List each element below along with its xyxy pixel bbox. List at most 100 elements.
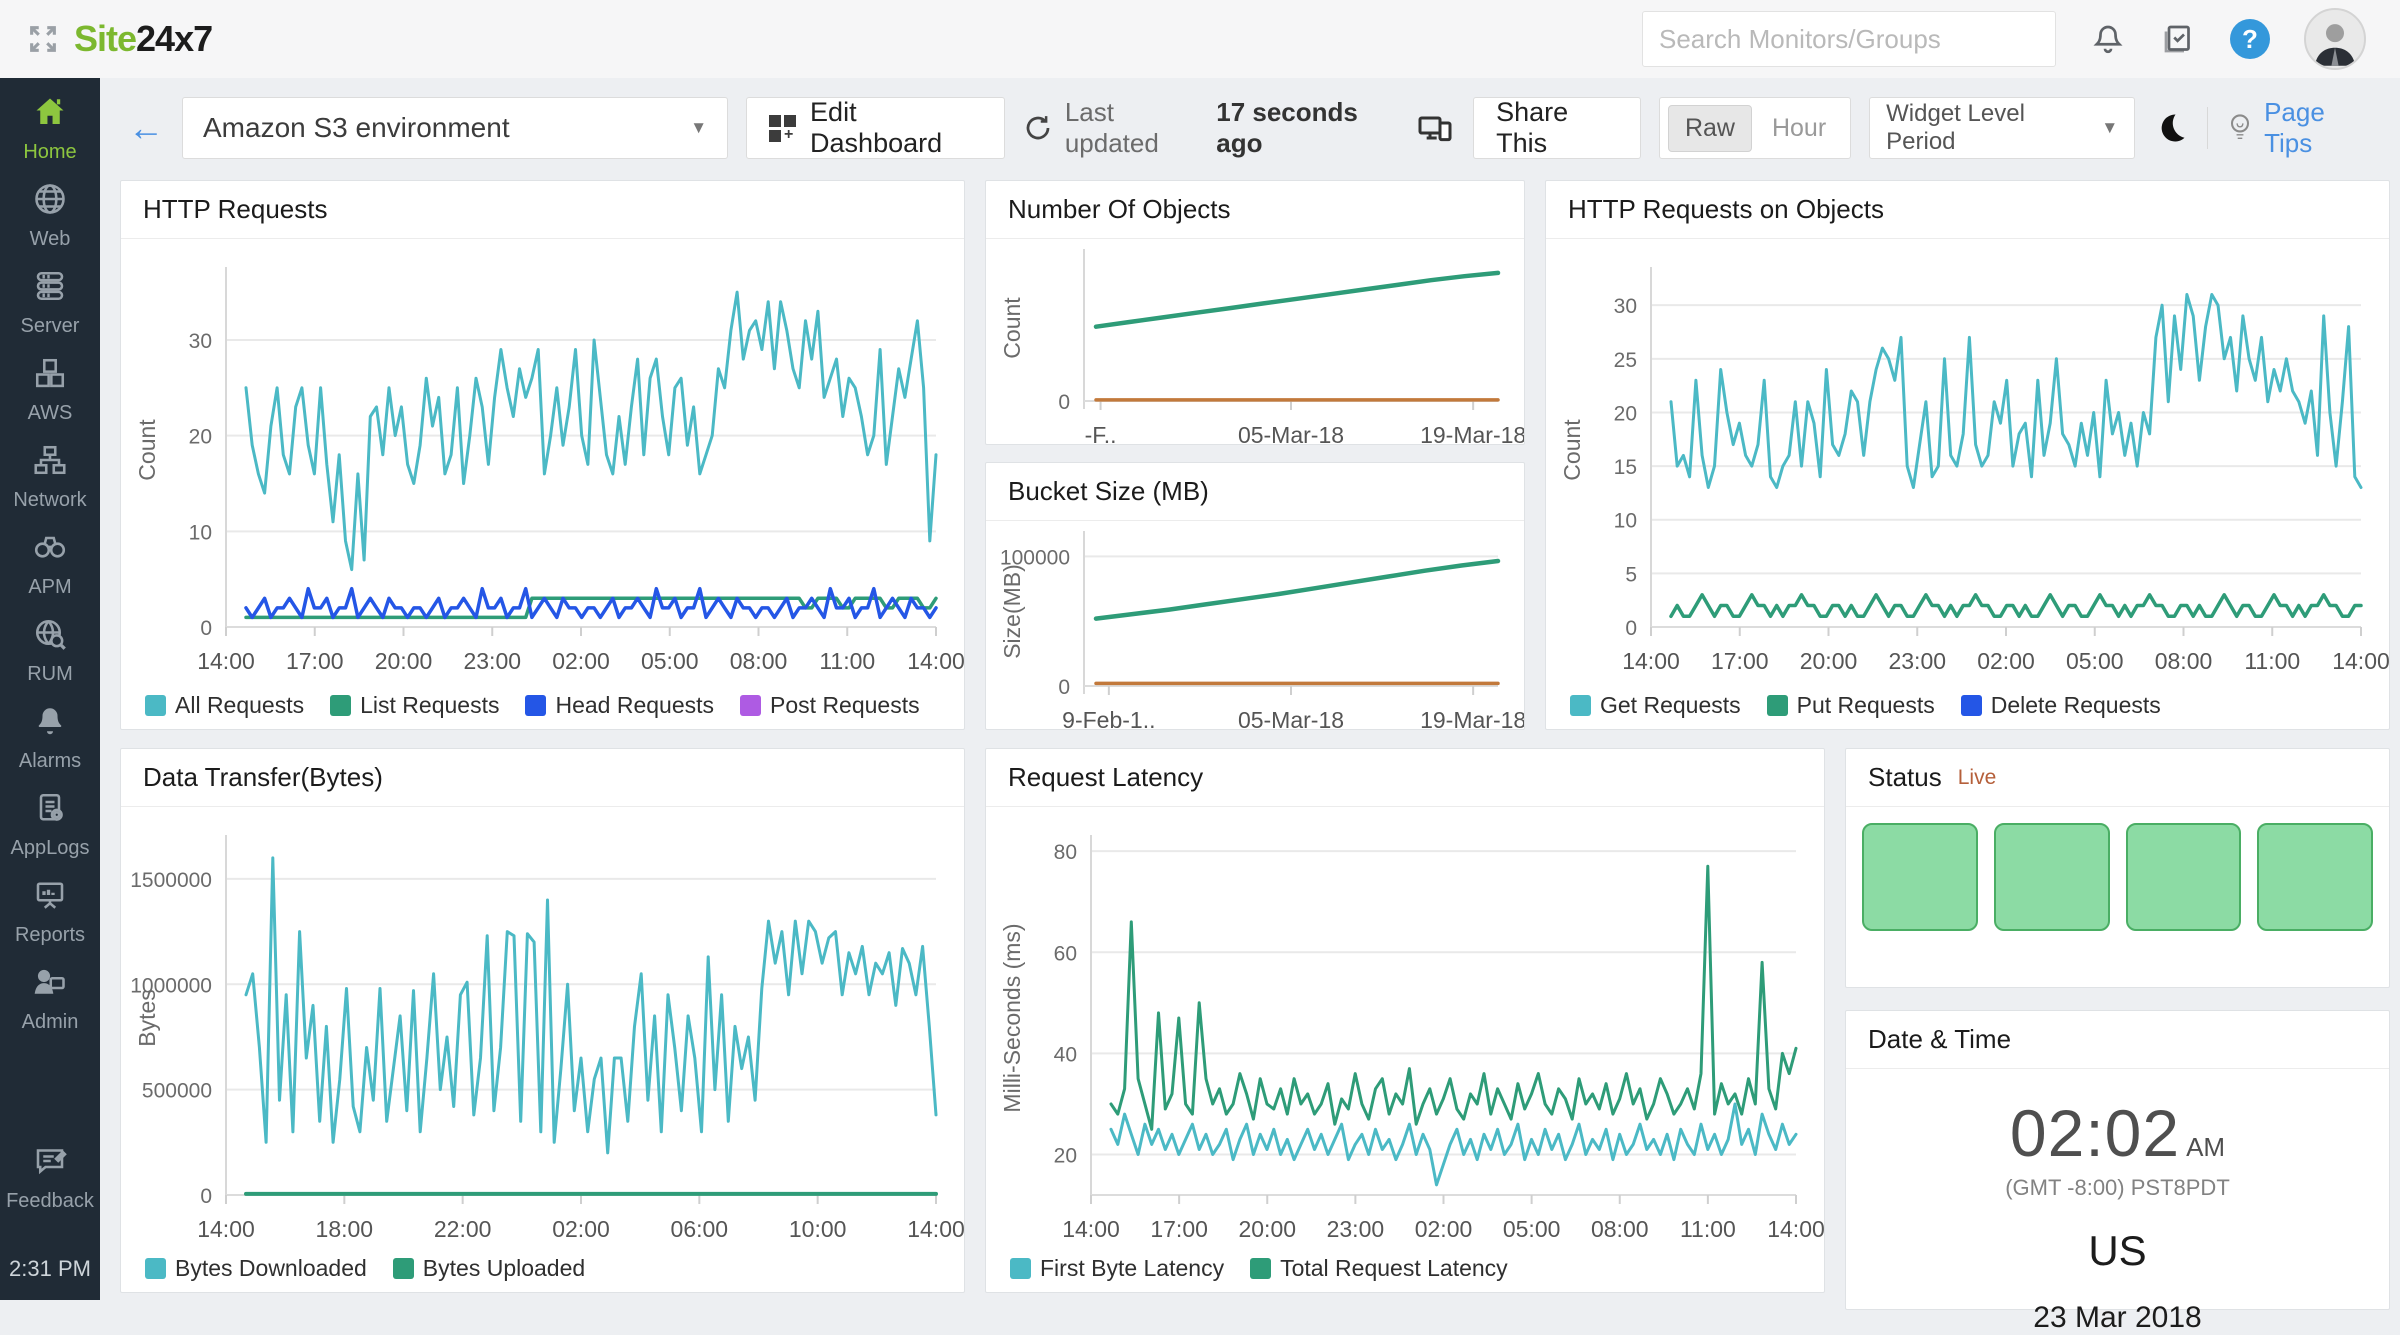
bell-icon[interactable]: [2090, 21, 2126, 57]
sidebar-item-server[interactable]: Server: [0, 268, 100, 338]
status-title: Status: [1868, 762, 1942, 793]
raw-tab[interactable]: Raw: [1668, 105, 1752, 152]
legend-item[interactable]: First Byte Latency: [1010, 1255, 1224, 1282]
legend-item[interactable]: Post Requests: [740, 692, 920, 719]
status-tile[interactable]: [1994, 823, 2110, 931]
svg-text:20:00: 20:00: [1800, 648, 1858, 674]
svg-text:08:00: 08:00: [730, 648, 788, 674]
reports-icon: [32, 877, 68, 918]
svg-text:0: 0: [1058, 391, 1070, 414]
dashboard-select[interactable]: Amazon S3 environment ▼: [182, 97, 728, 159]
svg-text:05:00: 05:00: [2066, 648, 2124, 674]
svg-text:17:00: 17:00: [286, 648, 344, 674]
devices-icon[interactable]: [1415, 108, 1455, 148]
logo-text: Site24x7: [74, 18, 212, 60]
legend-item[interactable]: Head Requests: [525, 692, 714, 719]
svg-text:11:00: 11:00: [819, 648, 875, 674]
sidebar-item-network[interactable]: Network: [0, 442, 100, 512]
svg-text:Milli-Seconds (ms): Milli-Seconds (ms): [999, 923, 1025, 1112]
legend-label: First Byte Latency: [1040, 1255, 1224, 1282]
svg-text:Bytes: Bytes: [134, 989, 160, 1047]
status-tile[interactable]: [2126, 823, 2242, 931]
card-title: Request Latency: [1008, 762, 1203, 793]
search-input[interactable]: [1642, 11, 2056, 67]
back-arrow-icon[interactable]: ←: [128, 110, 164, 146]
svg-text:14:00: 14:00: [1062, 1216, 1120, 1242]
sidebar-item-admin[interactable]: Admin: [0, 964, 100, 1034]
svg-text:14:00: 14:00: [197, 1216, 255, 1242]
sidebar-item-label: Network: [13, 489, 86, 512]
sidebar-item-rum[interactable]: RUM: [0, 616, 100, 686]
sidebar-item-alarms[interactable]: Alarms: [0, 703, 100, 773]
card-title: HTTP Requests: [143, 194, 327, 225]
svg-text:500000: 500000: [142, 1080, 212, 1103]
hour-tab[interactable]: Hour: [1756, 106, 1842, 151]
network-icon: [32, 442, 68, 483]
legend-swatch: [1961, 695, 1982, 716]
clock-timezone: (GMT -8:00) PST8PDT: [1846, 1175, 2389, 1201]
legend-label: Bytes Uploaded: [423, 1255, 585, 1282]
svg-text:05-Mar-18: 05-Mar-18: [1238, 707, 1344, 733]
legend-item[interactable]: Put Requests: [1767, 692, 1935, 719]
sidebar-item-web[interactable]: Web: [0, 181, 100, 251]
sidebar-item-label: Alarms: [19, 750, 81, 773]
svg-text:Count: Count: [1559, 419, 1585, 481]
svg-text:20: 20: [189, 426, 212, 449]
svg-text:14:00: 14:00: [907, 648, 964, 674]
legend-item[interactable]: Get Requests: [1570, 692, 1741, 719]
bucket-size-chart: 01000009-Feb-1..05-Mar-1819-Mar-18Size(M…: [986, 521, 1524, 736]
svg-text:30: 30: [1614, 295, 1637, 318]
widget-level-period-select[interactable]: Widget Level Period ▼: [1869, 97, 2135, 159]
avatar[interactable]: [2304, 8, 2366, 70]
status-tile[interactable]: [1862, 823, 1978, 931]
legend-item[interactable]: Delete Requests: [1961, 692, 2161, 719]
granularity-toggle: Raw Hour: [1659, 97, 1851, 159]
sidebar-clock: 2:31 PM: [9, 1256, 91, 1282]
bucket-size-card: Bucket Size (MB) 01000009-Feb-1..05-Mar-…: [985, 462, 1525, 730]
last-updated[interactable]: Last updated 17 seconds ago: [1023, 97, 1397, 159]
page-tips-button[interactable]: Page Tips: [2226, 97, 2370, 159]
sidebar-item-aws[interactable]: AWS: [0, 355, 100, 425]
svg-text:18:00: 18:00: [316, 1216, 374, 1242]
expand-icon[interactable]: [26, 22, 60, 56]
legend-item[interactable]: Bytes Uploaded: [393, 1255, 585, 1282]
sidebar-item-reports[interactable]: Reports: [0, 877, 100, 947]
logo[interactable]: Site24x7: [0, 18, 212, 60]
share-this-button[interactable]: Share This: [1473, 97, 1641, 159]
svg-text:60: 60: [1054, 942, 1077, 965]
refresh-icon[interactable]: [1023, 113, 1053, 143]
rum-icon: [32, 616, 68, 657]
svg-text:0: 0: [1058, 676, 1070, 699]
help-icon[interactable]: ?: [2230, 19, 2270, 59]
legend-item[interactable]: All Requests: [145, 692, 304, 719]
sidebar-item-home[interactable]: Home: [0, 94, 100, 164]
edit-dashboard-button[interactable]: + Edit Dashboard: [746, 97, 1005, 159]
svg-text:20: 20: [1054, 1145, 1077, 1168]
sidebar-item-label: AWS: [28, 402, 73, 425]
legend-label: Head Requests: [555, 692, 714, 719]
sidebar-item-applogs[interactable]: AppLogs: [0, 790, 100, 860]
legend-swatch: [145, 1258, 166, 1279]
page-tips-label: Page Tips: [2264, 97, 2370, 159]
legend-label: Bytes Downloaded: [175, 1255, 367, 1282]
date-time-body: 02:02AM (GMT -8:00) PST8PDT US 23 Mar 20…: [1846, 1069, 2389, 1335]
chart-legend: All Requests List Requests Head Requests Po…: [145, 692, 936, 719]
dashboard-select-value: Amazon S3 environment: [203, 112, 510, 144]
status-tile[interactable]: [2257, 823, 2373, 931]
legend-item[interactable]: Bytes Downloaded: [145, 1255, 367, 1282]
svg-text:02:00: 02:00: [552, 1216, 610, 1242]
legend-label: Put Requests: [1797, 692, 1935, 719]
svg-text:10: 10: [1614, 510, 1637, 533]
dashboard-grid-icon: +: [769, 115, 796, 142]
legend-item[interactable]: Total Request Latency: [1250, 1255, 1508, 1282]
sidebar-item-feedback[interactable]: Feedback: [0, 1143, 100, 1213]
toolbar: ← Amazon S3 environment ▼ + Edit Dashboa…: [100, 78, 2400, 178]
card-title: Bucket Size (MB): [1008, 476, 1209, 507]
sidebar-item-apm[interactable]: APM: [0, 529, 100, 599]
dark-mode-icon[interactable]: [2153, 110, 2189, 146]
top-bar: Site24x7 ?: [0, 0, 2400, 79]
clock-region: US: [1846, 1227, 2389, 1275]
tasks-icon[interactable]: [2160, 21, 2196, 57]
sidebar-item-label: Feedback: [6, 1190, 94, 1213]
legend-item[interactable]: List Requests: [330, 692, 499, 719]
